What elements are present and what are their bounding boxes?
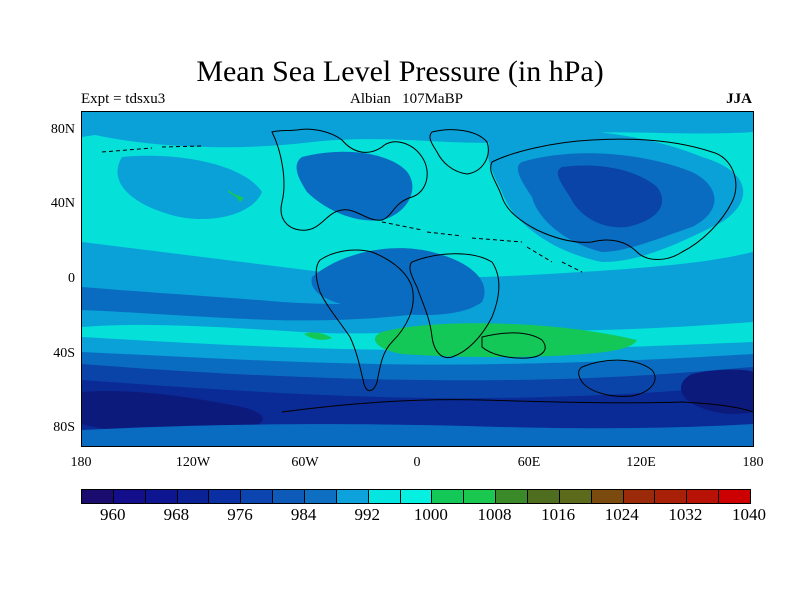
colorbar-box xyxy=(719,490,751,503)
coast-australia xyxy=(578,359,656,397)
map-title: Mean Sea Level Pressure (in hPa) xyxy=(196,55,604,88)
contour-992-arctic xyxy=(82,112,753,148)
lat-tick-80n: 80N xyxy=(50,122,75,137)
contour-976-asia xyxy=(557,165,663,228)
coast-islands xyxy=(101,145,583,273)
lon-tick-120w: 120W xyxy=(175,455,211,470)
colorbar-box xyxy=(336,490,369,503)
contour-field xyxy=(82,112,753,446)
colorbar-box xyxy=(400,490,433,503)
colorbar-box xyxy=(145,490,178,503)
colorbar-box xyxy=(528,490,560,503)
lon-tick-180w: 180 xyxy=(70,455,92,470)
colorbar-box xyxy=(82,490,114,503)
contour-1008-patch-north xyxy=(228,190,244,202)
colorbar-box xyxy=(241,490,274,503)
colorbar-box xyxy=(273,490,306,503)
colorbar-label: 960 xyxy=(100,505,126,524)
colorbar-label: 1008 xyxy=(477,505,512,524)
colorbar-box xyxy=(177,490,210,503)
colorbar-box xyxy=(623,490,656,503)
lon-tick-60w: 60W xyxy=(291,455,319,470)
coast-india-australia xyxy=(481,332,546,359)
coast-antarctica xyxy=(281,399,753,413)
colorbar-label: 1040 xyxy=(732,505,766,524)
contour-984-npac xyxy=(296,151,413,221)
period-label: Albian 107MaBP xyxy=(350,91,463,107)
colorbar xyxy=(81,489,751,504)
colorbar-box xyxy=(464,490,497,503)
colorbar-box xyxy=(209,490,242,503)
lat-tick-80s: 80S xyxy=(53,420,75,435)
colorbar-label: 1024 xyxy=(604,505,639,524)
contour-984-equator xyxy=(82,287,462,321)
contour-1008-south-atlantic xyxy=(374,323,637,358)
colorbar-label: 976 xyxy=(227,505,253,524)
coast-eurasia xyxy=(490,138,737,260)
colorbar-label: 1032 xyxy=(668,505,703,524)
season-label: JJA xyxy=(726,91,752,107)
colorbar-box xyxy=(432,490,465,503)
colorbar-box xyxy=(559,490,592,503)
contour-960-south-low-w xyxy=(82,391,263,435)
experiment-label: Expt = tdsxu3 xyxy=(81,91,166,107)
lon-tick-0: 0 xyxy=(413,455,421,470)
lon-tick-120e: 120E xyxy=(626,455,656,470)
colorbar-label: 968 xyxy=(163,505,190,524)
lon-tick-180e: 180 xyxy=(742,455,764,470)
contour-1008-patch-pacific xyxy=(304,332,332,340)
pressure-map xyxy=(81,111,754,447)
colorbar-label: 1016 xyxy=(541,505,576,524)
lat-tick-40s: 40S xyxy=(53,346,75,361)
coast-greenland xyxy=(429,129,489,175)
colorbar-label: 992 xyxy=(354,505,381,524)
contour-992-npacific xyxy=(117,155,262,220)
colorbar-box xyxy=(655,490,688,503)
lat-tick-40n: 40N xyxy=(50,196,75,211)
colorbar-box xyxy=(591,490,624,503)
contour-984-antarctic xyxy=(82,424,753,446)
colorbar-label: 1000 xyxy=(413,505,448,524)
lon-tick-60e: 60E xyxy=(517,455,541,470)
colorbar-label: 984 xyxy=(290,505,317,524)
coast-north-america xyxy=(271,128,428,231)
coast-africa xyxy=(409,253,500,359)
colorbar-box xyxy=(687,490,720,503)
colorbar-box xyxy=(113,490,146,503)
coastlines xyxy=(101,128,753,413)
lat-tick-0: 0 xyxy=(68,271,75,286)
coast-south-america xyxy=(315,249,414,391)
colorbar-box xyxy=(368,490,401,503)
colorbar-box xyxy=(305,490,337,503)
colorbar-box xyxy=(496,490,529,503)
